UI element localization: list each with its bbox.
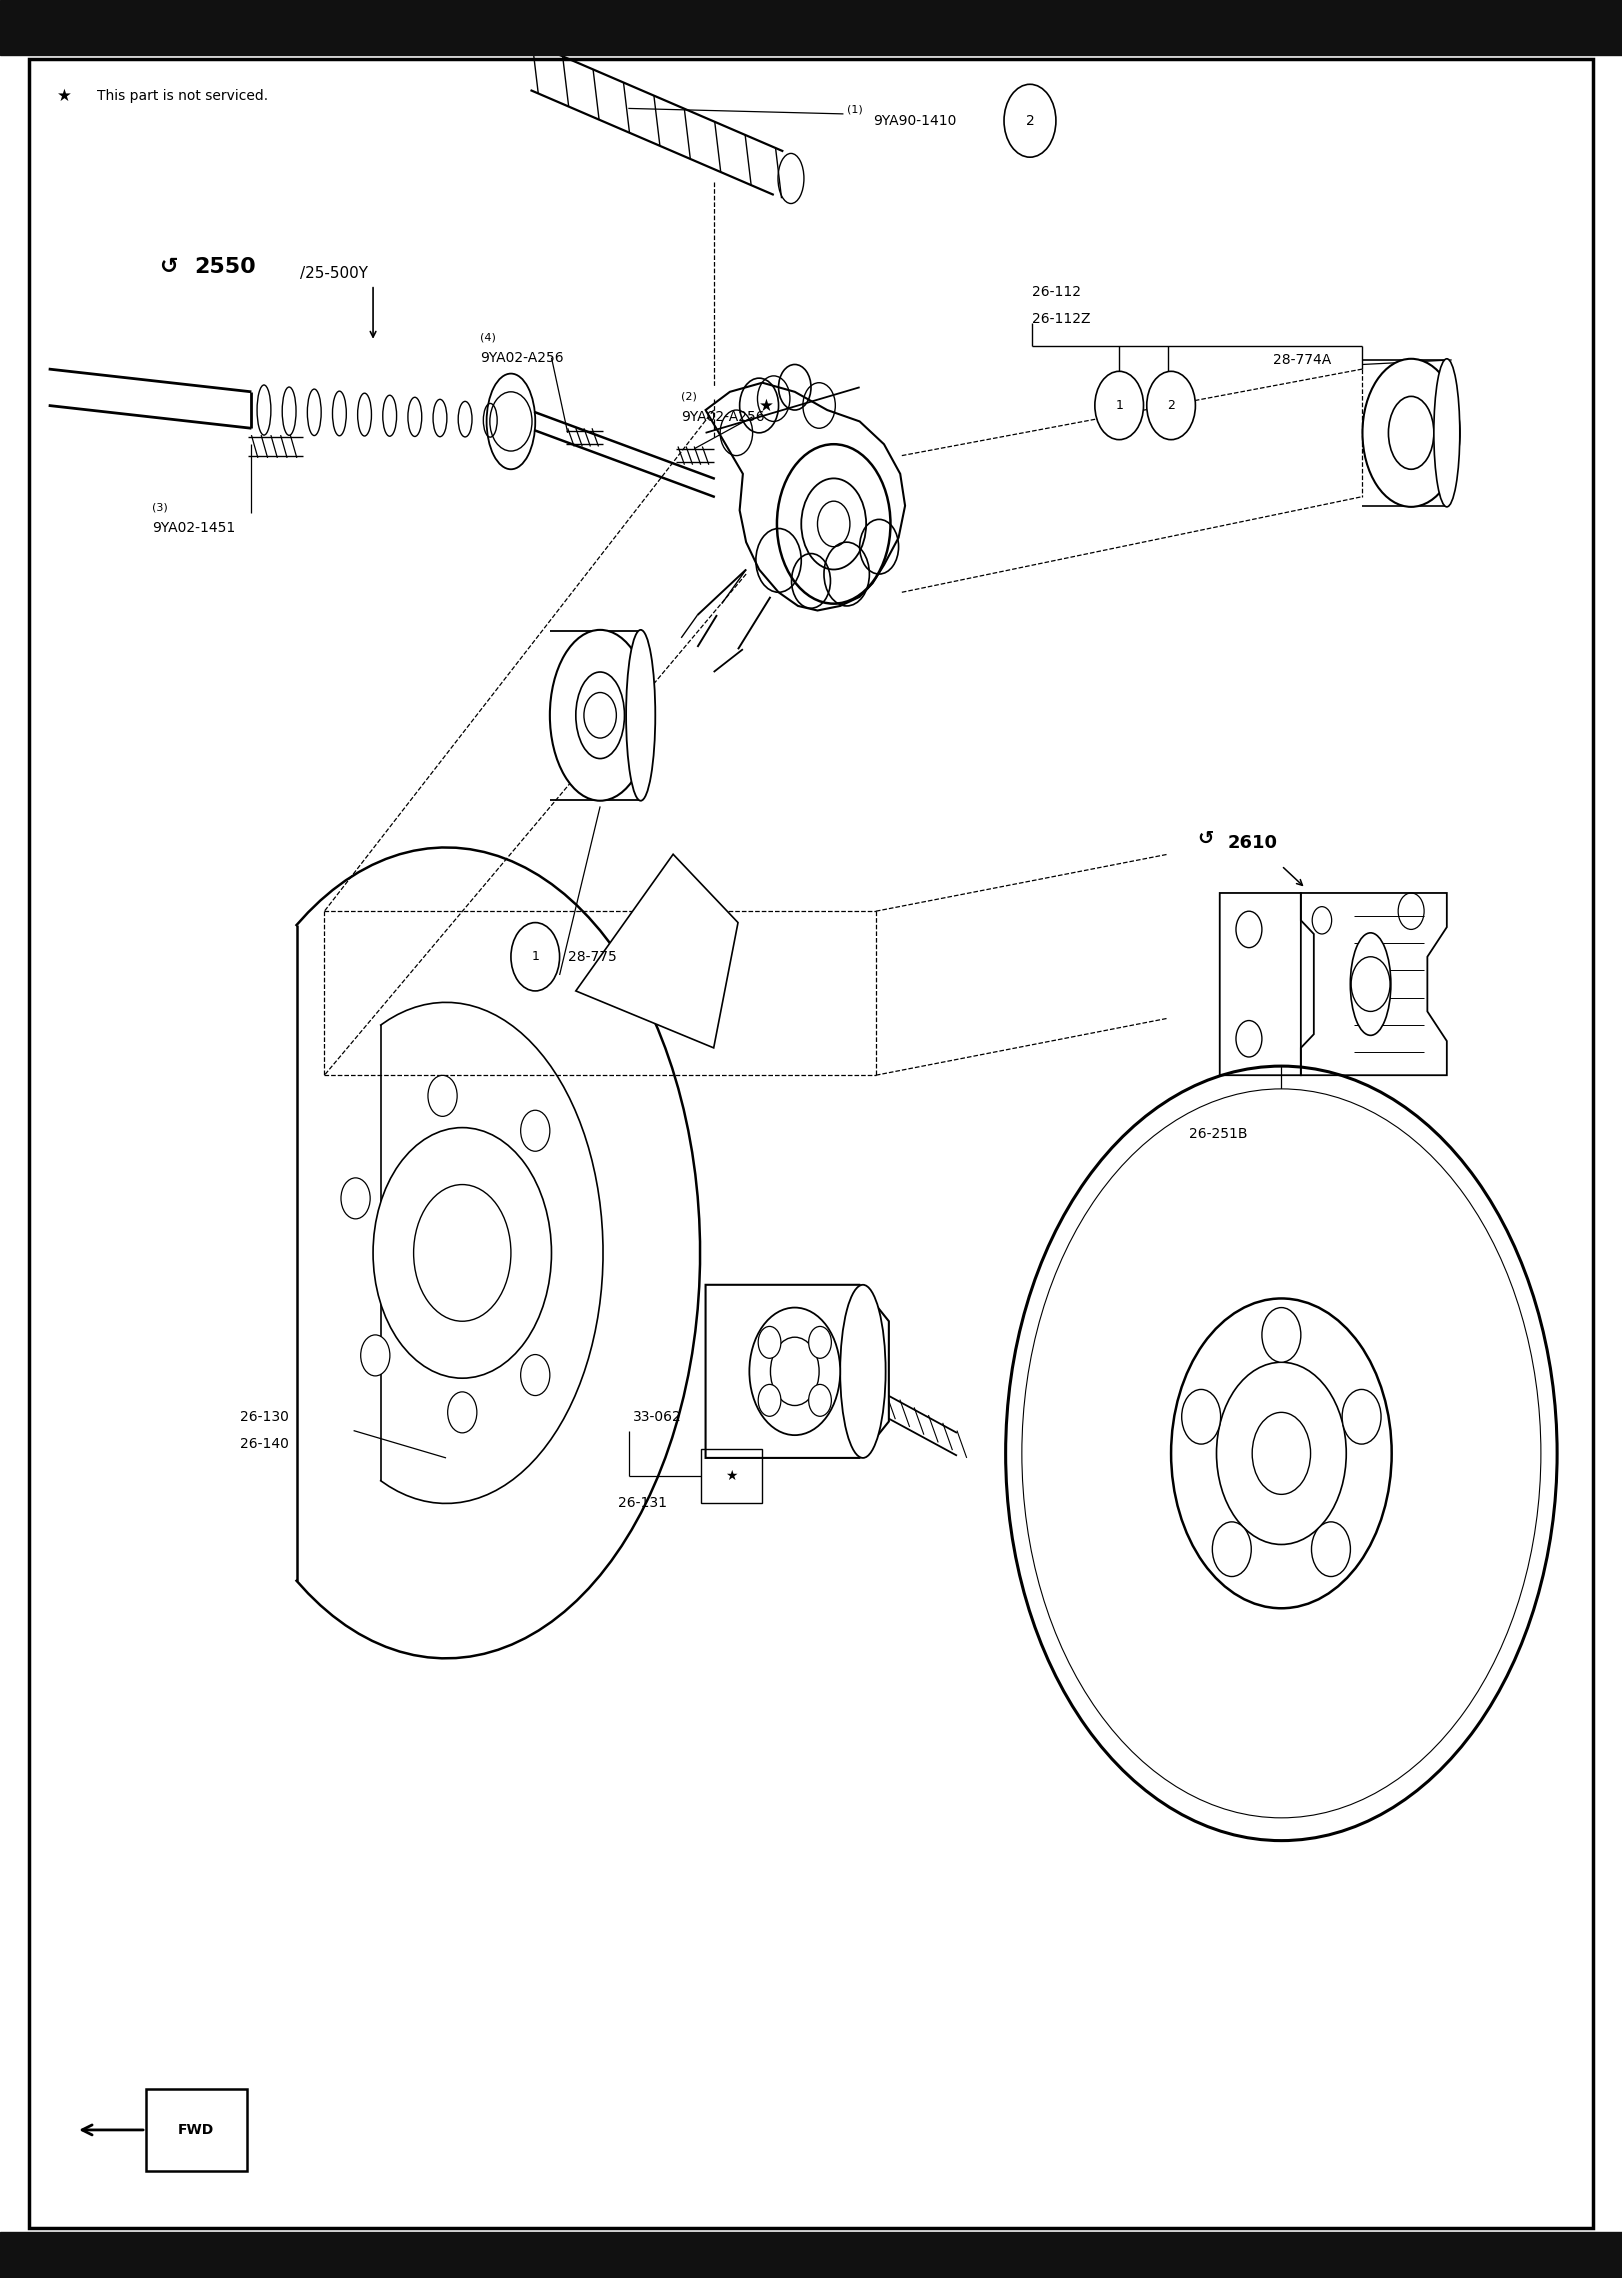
Circle shape [1252,1412,1311,1494]
Ellipse shape [1350,934,1392,1034]
Circle shape [1312,1522,1351,1576]
Text: 2: 2 [1168,399,1174,412]
Text: 9YA90-1410: 9YA90-1410 [873,114,955,128]
Circle shape [414,1185,511,1321]
Text: 2550: 2550 [195,257,256,276]
Circle shape [428,1075,457,1116]
Text: 26-131: 26-131 [618,1497,667,1510]
Text: 2610: 2610 [1228,834,1278,852]
Text: (3): (3) [152,503,169,513]
Circle shape [757,1385,780,1417]
Text: 9YA02-A256: 9YA02-A256 [480,351,564,364]
Circle shape [521,1355,550,1396]
Circle shape [809,1326,832,1358]
Circle shape [584,693,616,738]
Circle shape [1095,371,1144,440]
Text: 26-251B: 26-251B [1189,1128,1247,1141]
Text: (4): (4) [480,333,496,342]
Text: 26-130: 26-130 [240,1410,289,1424]
Circle shape [757,1326,780,1358]
Text: 28-774A: 28-774A [1273,353,1332,367]
Text: This part is not serviced.: This part is not serviced. [97,89,269,103]
Circle shape [1022,1089,1541,1818]
Circle shape [1006,1066,1557,1841]
Text: 26-112: 26-112 [1032,285,1080,298]
Circle shape [1182,1390,1221,1444]
Ellipse shape [1434,358,1460,508]
Circle shape [801,478,866,570]
Bar [701,1449,762,1503]
Circle shape [749,1308,840,1435]
Text: ★: ★ [725,1469,738,1483]
Circle shape [1171,1298,1392,1608]
Polygon shape [706,1285,889,1458]
Circle shape [448,1392,477,1433]
Circle shape [341,1178,370,1219]
Circle shape [511,923,560,991]
Text: 33-062: 33-062 [633,1410,681,1424]
Circle shape [770,1337,819,1406]
Text: (2): (2) [681,392,697,401]
Circle shape [777,444,890,604]
Circle shape [1216,1362,1346,1544]
Circle shape [1262,1308,1301,1362]
Text: 9YA02-A256: 9YA02-A256 [681,410,766,424]
Text: 9YA02-1451: 9YA02-1451 [152,522,235,535]
Circle shape [521,1109,550,1150]
Circle shape [1236,1021,1262,1057]
Text: FWD: FWD [178,2123,214,2137]
Text: /25-500Y: /25-500Y [300,267,368,280]
Text: ↺: ↺ [1197,829,1213,847]
Text: 26-112Z: 26-112Z [1032,312,1090,326]
Circle shape [1236,911,1262,948]
Circle shape [360,1335,389,1376]
Text: 2: 2 [1025,114,1035,128]
Bar [0,0,1622,55]
Ellipse shape [576,672,624,759]
Text: 1: 1 [1116,399,1122,412]
Bar [146,2089,247,2171]
Text: (1): (1) [847,105,863,114]
Circle shape [1147,371,1195,440]
Text: ★: ★ [759,396,774,415]
Bar [0,2232,1622,2278]
Text: 1: 1 [532,950,539,964]
Circle shape [1341,1390,1380,1444]
Text: 28-775: 28-775 [568,950,616,964]
Circle shape [1212,1522,1251,1576]
Ellipse shape [626,629,655,800]
Polygon shape [576,854,738,1048]
Text: 26-140: 26-140 [240,1437,289,1451]
Ellipse shape [1388,396,1434,469]
Ellipse shape [550,629,650,800]
Ellipse shape [840,1285,886,1458]
Circle shape [1004,84,1056,157]
Text: ↺: ↺ [159,257,177,276]
Circle shape [809,1385,832,1417]
Text: ★: ★ [57,87,71,105]
Ellipse shape [1362,358,1460,508]
Circle shape [373,1128,551,1378]
